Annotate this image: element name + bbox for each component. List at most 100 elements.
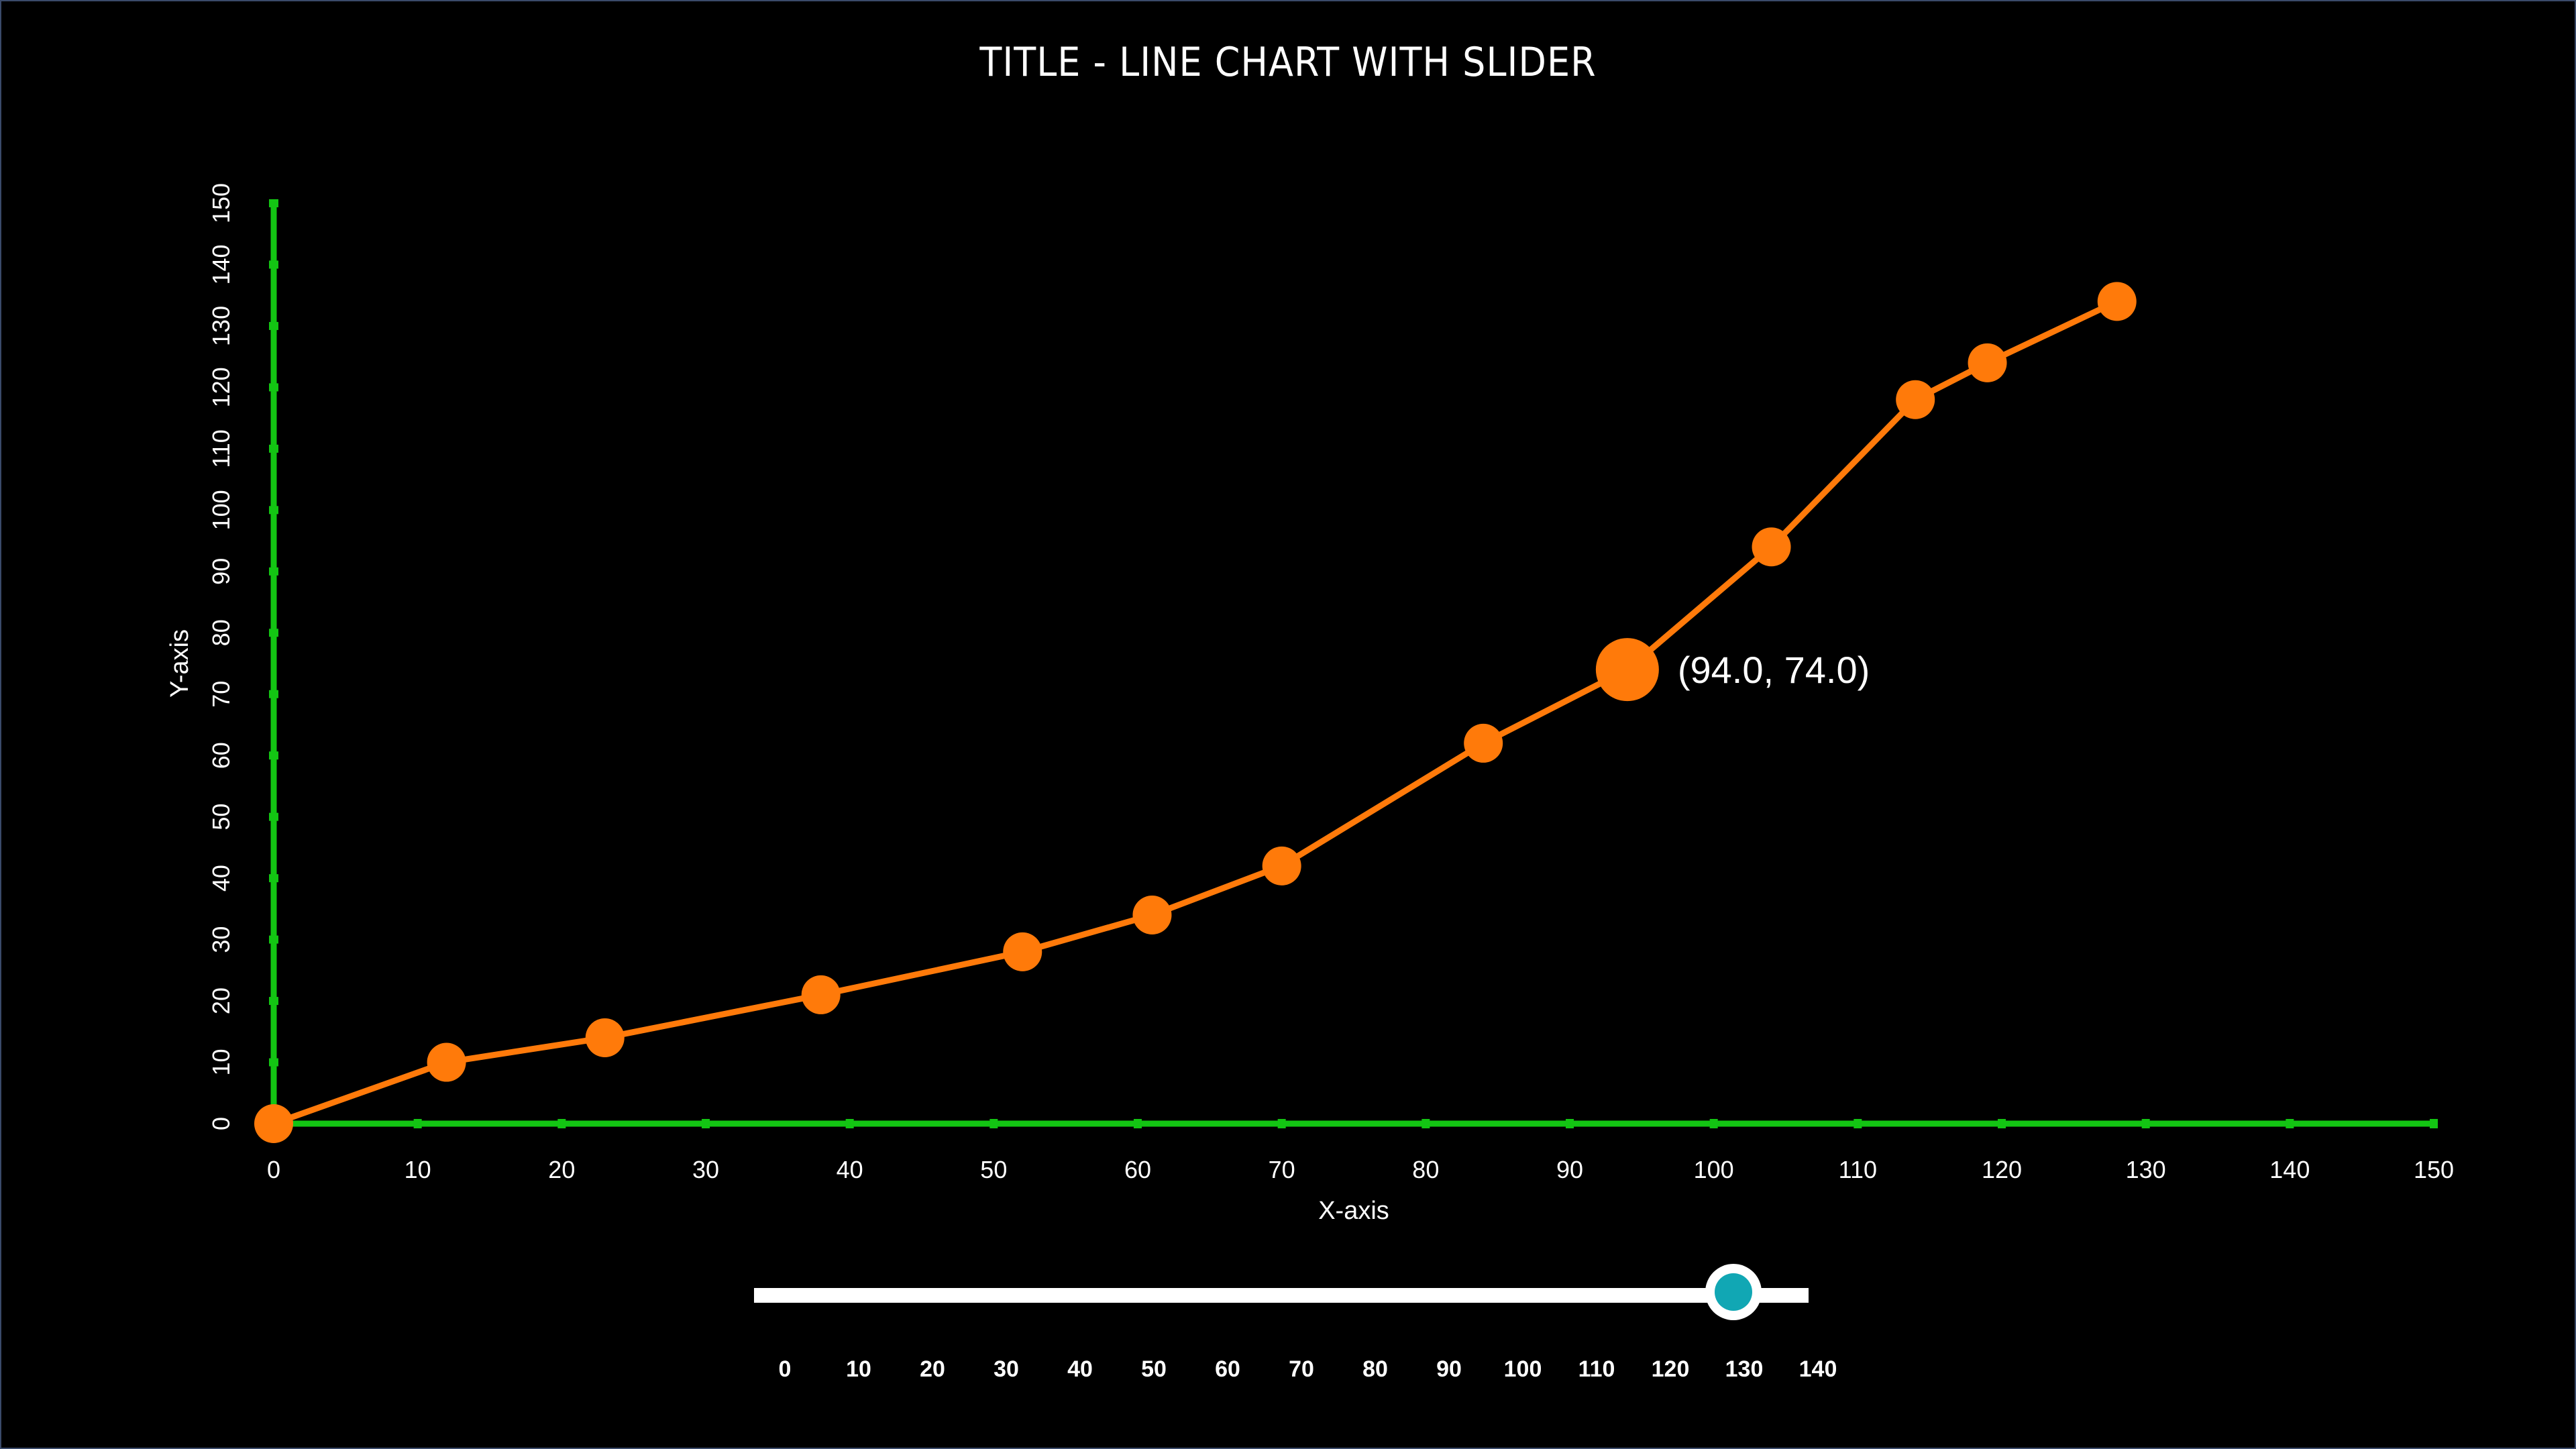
- hover-label: (94.0, 74.0): [1678, 649, 1870, 691]
- data-point: [1003, 932, 1042, 971]
- chart-title: TITLE - LINE CHART WITH SLIDER: [979, 39, 1597, 86]
- slider-mark: 0: [778, 1356, 792, 1382]
- slider-handle[interactable]: [1705, 1264, 1762, 1320]
- y-tick: [269, 506, 278, 515]
- x-tick-label: 20: [548, 1156, 575, 1183]
- y-tick-label: 70: [207, 681, 235, 708]
- y-tick-label: 30: [207, 926, 235, 953]
- slider-mark: 130: [1725, 1356, 1764, 1382]
- y-tick-label: 120: [207, 367, 235, 407]
- slider-mark: 70: [1289, 1356, 1314, 1382]
- y-tick: [269, 260, 278, 269]
- y-tick-label: 60: [207, 742, 235, 769]
- data-point: [427, 1042, 466, 1082]
- y-tick-label: 110: [207, 429, 235, 468]
- x-tick: [1134, 1119, 1142, 1128]
- x-tick-label: 110: [1839, 1156, 1877, 1183]
- y-tick-label: 0: [207, 1117, 235, 1130]
- x-tick: [1854, 1119, 1862, 1128]
- x-tick: [2430, 1119, 2438, 1128]
- y-tick-label: 40: [207, 865, 235, 892]
- x-axis-title: X-axis: [1318, 1197, 1389, 1225]
- x-tick-label: 150: [2414, 1156, 2454, 1183]
- slider-mark: 60: [1215, 1356, 1240, 1382]
- y-tick-label: 90: [207, 558, 235, 585]
- x-tick: [1421, 1119, 1430, 1128]
- x-tick-label: 70: [1269, 1156, 1295, 1183]
- y-tick-label: 50: [207, 804, 235, 830]
- x-tick-label: 60: [1124, 1156, 1151, 1183]
- y-tick: [269, 199, 278, 207]
- series-line: [272, 299, 2118, 1127]
- x-tick-label: 100: [1694, 1156, 1734, 1183]
- y-tick-label: 140: [207, 244, 235, 284]
- data-point: [585, 1018, 625, 1057]
- data-point: [1132, 896, 1172, 935]
- highlighted-data-point: [1595, 638, 1659, 702]
- y-tick: [269, 1058, 278, 1067]
- y-tick: [269, 629, 278, 637]
- y-tick: [269, 812, 278, 821]
- x-tick: [2141, 1119, 2150, 1128]
- data-point: [801, 975, 841, 1014]
- slider-rail[interactable]: [754, 1288, 1809, 1303]
- x-tick-label: 90: [1556, 1156, 1583, 1183]
- slider-mark: 30: [994, 1356, 1019, 1382]
- x-tick-label: 120: [1982, 1156, 2022, 1183]
- y-tick: [269, 383, 278, 392]
- y-tick: [269, 567, 278, 576]
- x-tick-label: 40: [837, 1156, 863, 1183]
- x-tick: [989, 1119, 998, 1128]
- x-range-slider[interactable]: 0 10 20 30 40 50 60 70 80 90 100 110 120 130 140: [754, 1261, 1837, 1382]
- x-tick: [557, 1119, 566, 1128]
- data-point: [1752, 527, 1791, 567]
- axes: [269, 199, 2438, 1128]
- x-tick-label: 10: [405, 1156, 431, 1183]
- y-tick: [269, 997, 278, 1006]
- y-tick: [269, 444, 278, 453]
- x-tick: [2286, 1119, 2294, 1128]
- y-tick-label: 10: [207, 1049, 235, 1076]
- slider-mark: 140: [1799, 1356, 1837, 1382]
- slider-mark: 120: [1651, 1356, 1690, 1382]
- data-point: [1262, 846, 1301, 885]
- x-tick: [413, 1119, 422, 1128]
- data-point: [2097, 282, 2137, 321]
- x-tick: [845, 1119, 854, 1128]
- x-tick-label: 80: [1412, 1156, 1439, 1183]
- slider-mark: 100: [1503, 1356, 1542, 1382]
- data-point: [1968, 343, 2007, 382]
- x-tick-label: 50: [980, 1156, 1007, 1183]
- x-tick: [1998, 1119, 2006, 1128]
- data-point: [1896, 380, 1935, 419]
- x-tick: [1277, 1119, 1286, 1128]
- x-tick-label: 0: [267, 1156, 280, 1183]
- slider-handle-knob[interactable]: [1714, 1273, 1752, 1311]
- y-tick-label: 100: [207, 490, 235, 530]
- x-tick: [702, 1119, 710, 1128]
- slider-mark: 50: [1141, 1356, 1167, 1382]
- y-tick: [269, 751, 278, 760]
- x-tick: [1566, 1119, 1574, 1128]
- slider-mark: 110: [1578, 1356, 1615, 1382]
- y-tick-label: 130: [207, 306, 235, 346]
- slider-mark: 90: [1436, 1356, 1462, 1382]
- data-point: [1464, 723, 1503, 763]
- slider-mark: 10: [846, 1356, 871, 1382]
- y-tick: [269, 690, 278, 698]
- y-tick-label: 20: [207, 987, 235, 1014]
- y-tick-label: 150: [207, 183, 235, 223]
- x-tick-label: 140: [2269, 1156, 2310, 1183]
- series: [254, 282, 2137, 1143]
- x-tick-label: 30: [692, 1156, 719, 1183]
- y-tick: [269, 874, 278, 883]
- slider-mark: 40: [1067, 1356, 1093, 1382]
- slider-mark: 20: [920, 1356, 945, 1382]
- y-tick: [269, 321, 278, 330]
- y-tick-label: 80: [207, 619, 235, 646]
- y-axis-title: Y-axis: [166, 629, 194, 698]
- x-tick-label: 130: [2126, 1156, 2166, 1183]
- axis-labels: 0 10 20 30 40 50 60 70 80 90 100 110 120 130 140 150 0 10…: [166, 183, 2454, 1225]
